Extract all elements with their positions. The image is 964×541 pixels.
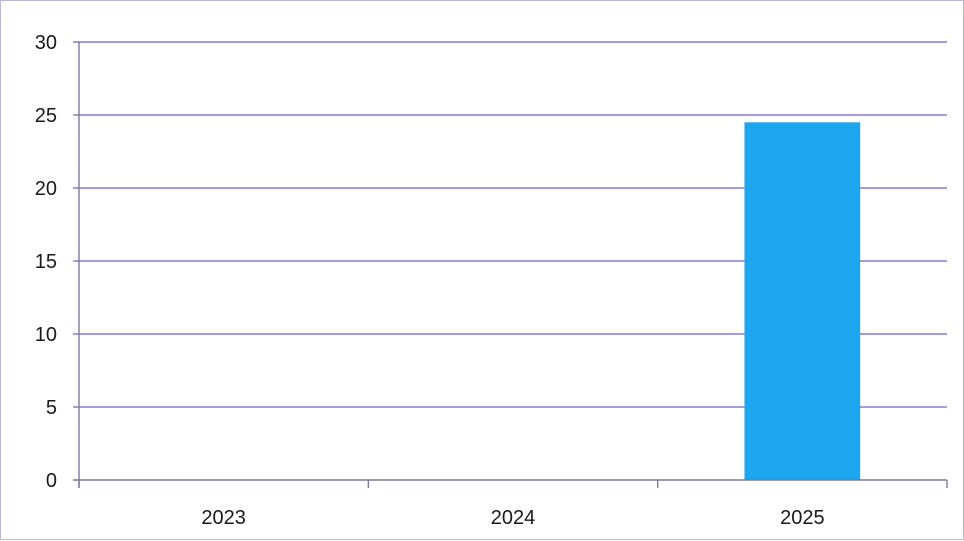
y-tick-label: 20 — [35, 178, 57, 200]
y-tick-label: 10 — [35, 324, 57, 346]
y-tick-label: 30 — [35, 32, 57, 54]
y-tick-label: 25 — [35, 105, 57, 127]
y-tick-label: 5 — [46, 397, 57, 419]
x-tick-label: 2023 — [201, 507, 246, 529]
x-tick-label: 2025 — [780, 507, 825, 529]
bar-2025 — [744, 122, 861, 481]
axis-layer — [73, 42, 948, 488]
x-tick-label: 2024 — [491, 507, 536, 529]
y-tick-label: 0 — [46, 470, 57, 492]
y-tick-label: 15 — [35, 251, 57, 273]
bar-layer — [744, 122, 861, 481]
